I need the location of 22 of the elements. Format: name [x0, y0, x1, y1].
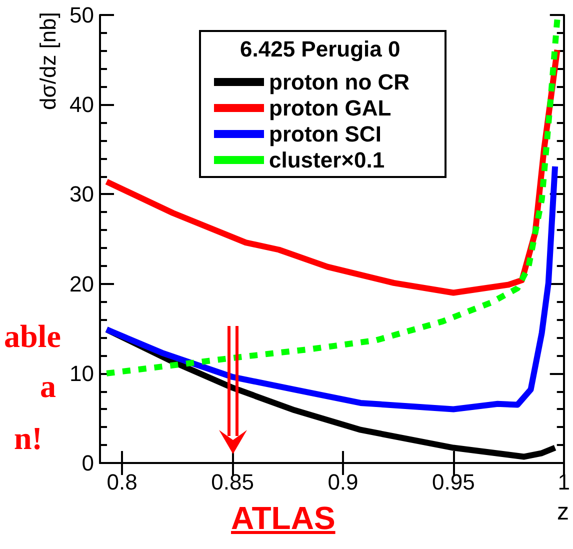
text: able [4, 318, 61, 355]
x-tick-label: 0.8 [106, 470, 138, 494]
x-tick-label: 0.85 [211, 470, 254, 494]
y-axis-title: dσ/dz [nb] [36, 12, 60, 110]
x-tick-label: 0.95 [432, 470, 475, 494]
legend-label: proton SCI [269, 122, 382, 146]
y-tick-label: 20 [70, 271, 94, 296]
y-tick-label: 40 [70, 92, 94, 118]
legend-title: 6.425 Perugia 0 [240, 36, 400, 62]
legend-label: cluster×0.1 [269, 148, 385, 172]
y-tick-label: 10 [70, 360, 94, 386]
legend-label: proton no CR [269, 70, 410, 94]
y-tick-label: 0 [82, 450, 94, 476]
text: n! [14, 420, 42, 457]
x-tick-label: 0.9 [328, 470, 358, 494]
y-tick-label: 30 [70, 182, 94, 207]
legend-label: proton GAL [269, 96, 392, 120]
x-axis-title: z [557, 498, 569, 526]
text: ATLAS [231, 500, 336, 537]
y-tick-label: 50 [70, 2, 94, 28]
x-tick-label: 1 [558, 470, 570, 494]
text: a [40, 368, 56, 405]
